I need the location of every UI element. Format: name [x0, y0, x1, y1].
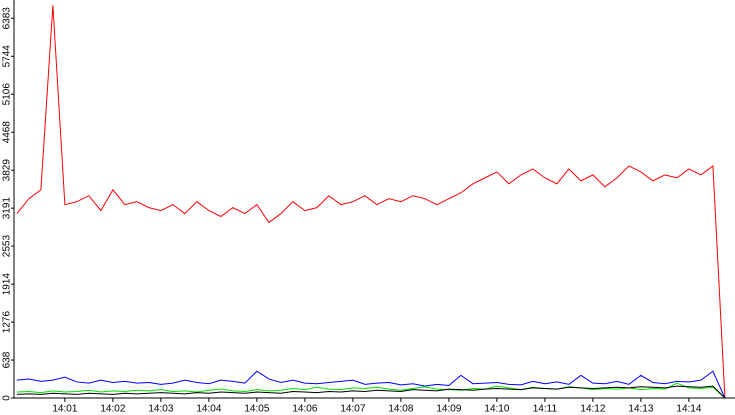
x-tick-label: 14:14 [676, 404, 701, 415]
x-tick-label: 14:02 [100, 404, 125, 415]
y-tick-label: 3191 [2, 197, 13, 220]
x-tick-label: 14:11 [533, 404, 558, 415]
x-tick-label: 14:09 [436, 404, 461, 415]
series-line [16, 370, 726, 399]
x-tick-label: 14:04 [196, 404, 221, 415]
y-tick-label: 4468 [2, 121, 13, 144]
series-line [16, 385, 726, 399]
x-tick-label: 14:06 [292, 404, 317, 415]
x-tick-label: 14:07 [340, 404, 365, 415]
series-line [16, 5, 726, 399]
x-tick-label: 14:13 [628, 404, 653, 415]
y-tick-label: 0 [2, 395, 13, 401]
x-tick-label: 14:01 [52, 404, 77, 415]
y-tick-label: 1276 [2, 311, 13, 334]
x-tick-label: 14:10 [484, 404, 509, 415]
y-tick-label: 6383 [2, 7, 13, 30]
y-tick-label: 3829 [2, 159, 13, 182]
x-tick-label: 14:12 [580, 404, 605, 415]
y-tick-label: 5744 [2, 45, 13, 68]
y-tick-label: 5106 [2, 83, 13, 106]
series-line [16, 382, 726, 399]
y-tick-label: 638 [2, 351, 13, 368]
y-tick-label: 2553 [2, 235, 13, 258]
x-tick-label: 14:05 [244, 404, 269, 415]
x-tick-label: 14:08 [388, 404, 413, 415]
y-tick-label: 1914 [2, 273, 13, 296]
x-tick-label: 14:03 [148, 404, 173, 415]
